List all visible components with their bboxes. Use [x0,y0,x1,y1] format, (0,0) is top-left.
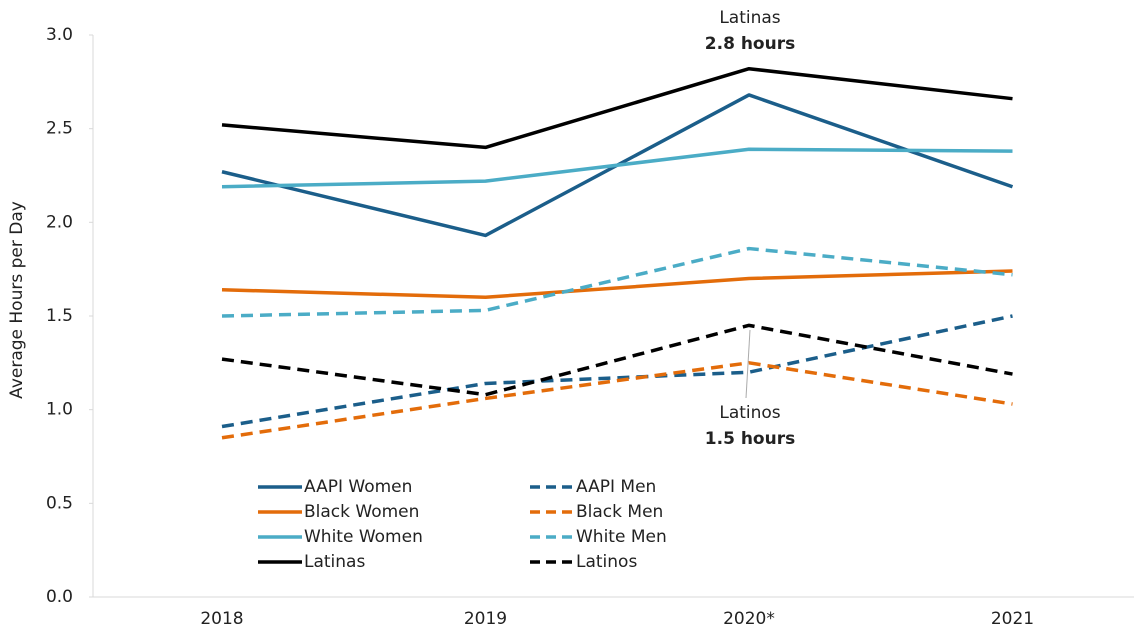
legend-label: Latinas [304,552,365,572]
legend-label: Latinos [576,552,637,572]
y-tick-label: 1.0 [46,400,73,420]
legend-label: AAPI Women [304,477,412,497]
annotation-leader [745,329,751,399]
legend-label: AAPI Men [576,477,656,497]
series-line [221,314,1013,429]
x-tick-label: 2018 [200,609,243,629]
legend-label: White Women [304,527,423,547]
series-line [221,246,1013,318]
x-tick-label: 2020* [723,609,775,629]
series-line [221,361,1013,440]
annotation-value: 1.5 hours [705,429,795,449]
x-tick-label: 2019 [464,609,507,629]
y-axis-label: Average Hours per Day [7,201,27,399]
legend-label: Black Men [576,502,663,522]
y-tick-label: 1.5 [46,306,73,326]
series-line [221,147,1013,189]
annotation-value: 2.8 hours [705,34,795,54]
y-tick-label: 0.5 [46,493,73,513]
y-tick-label: 0.0 [46,587,73,607]
y-tick-label: 3.0 [46,25,73,45]
y-tick-label: 2.0 [46,212,73,232]
series-line [221,269,1013,300]
legend-label: White Men [576,527,667,547]
legend-label: Black Women [304,502,419,522]
annotation-name: Latinos [719,403,780,423]
y-tick-label: 2.5 [46,119,73,139]
series-line [221,66,1013,150]
annotation-name: Latinas [719,8,780,28]
series-line [221,323,1013,397]
x-tick-label: 2021 [991,609,1034,629]
